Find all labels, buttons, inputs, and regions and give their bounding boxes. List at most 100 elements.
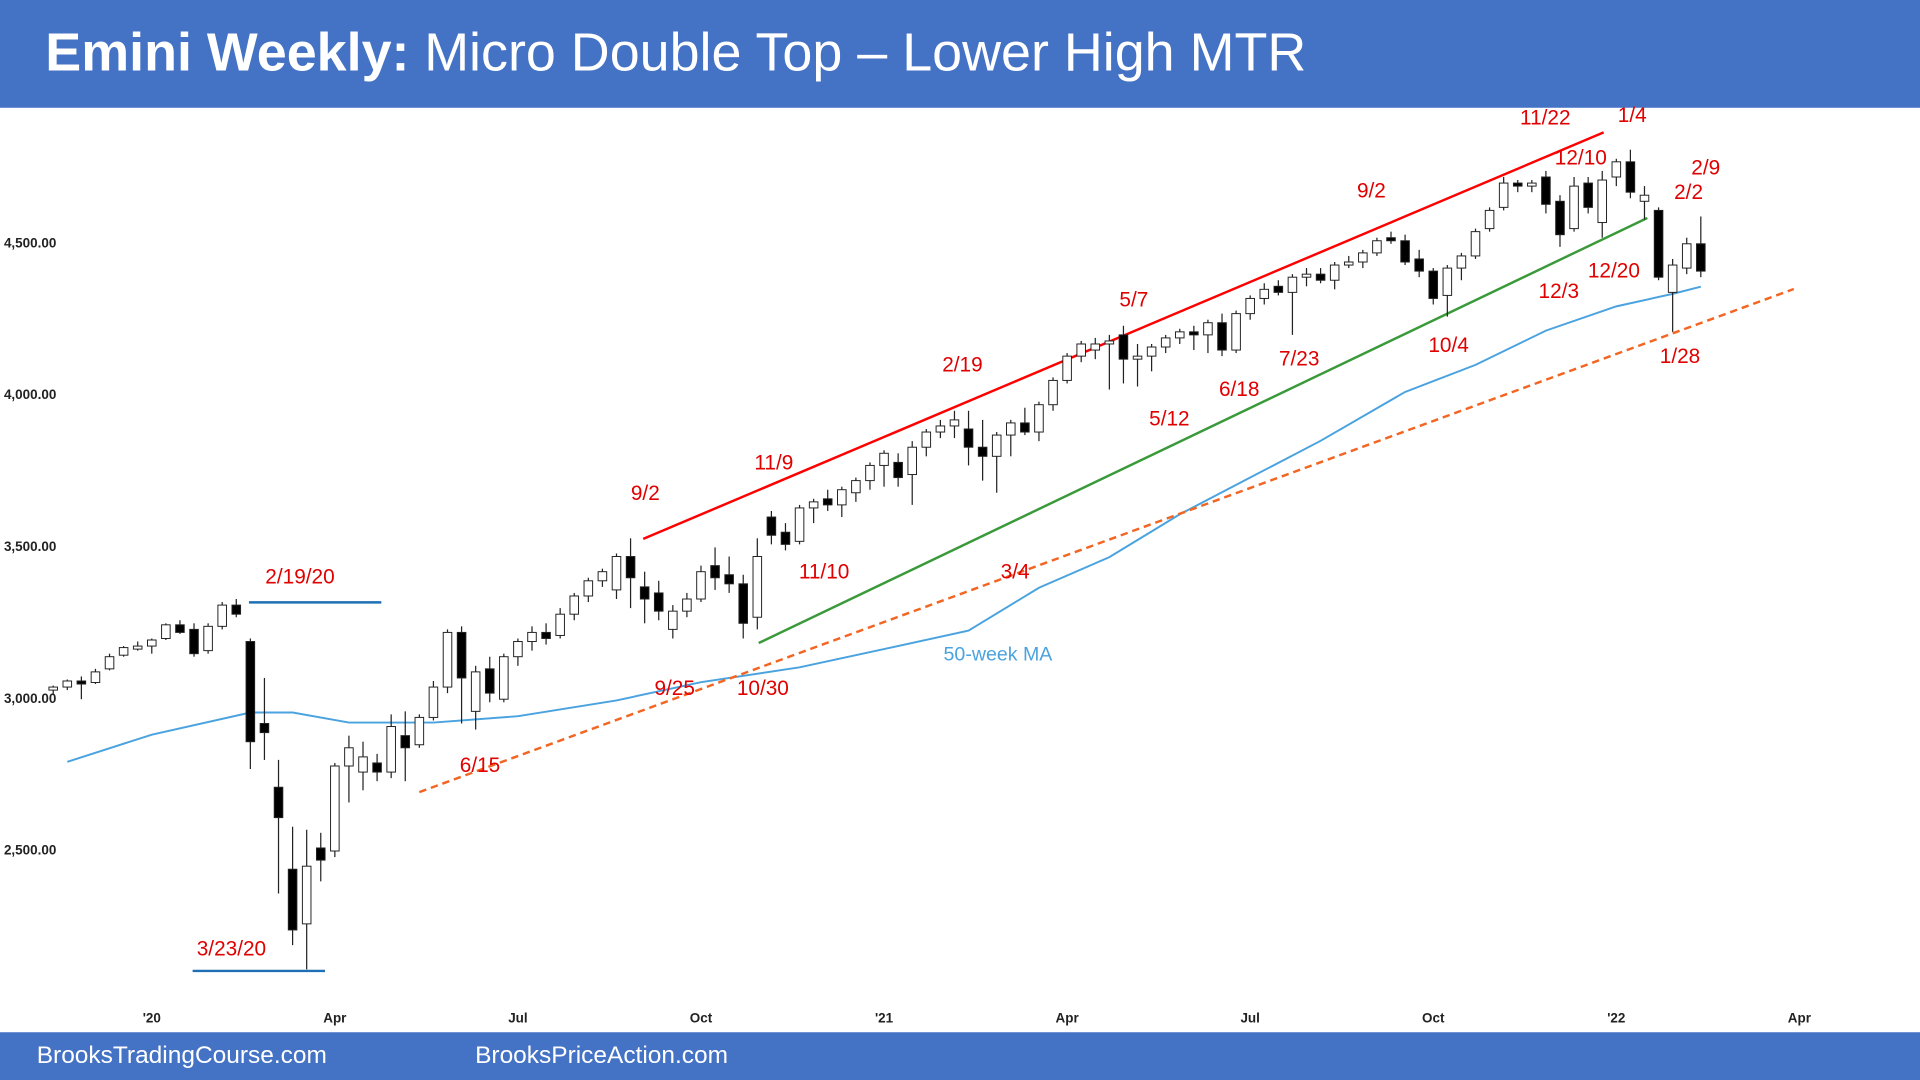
candle-body [484, 668, 495, 694]
candle-body [330, 765, 340, 852]
candle-body [287, 868, 298, 931]
trend-line [758, 216, 1648, 645]
candle-body [231, 604, 242, 615]
annotation: 11/22 [1520, 106, 1571, 129]
candle-body [456, 631, 467, 679]
footer-link: BrooksTradingCourse.com [37, 1042, 327, 1069]
header-band [0, 0, 1920, 108]
chart-title: Emini Weekly: Micro Double Top – Lower Hi… [45, 23, 1306, 83]
candle-body [935, 425, 946, 433]
annotation: 1/28 [1660, 345, 1700, 368]
candle-body [724, 574, 734, 585]
y-tick-label: 3,000.00 [4, 691, 56, 706]
annotation: 12/20 [1588, 259, 1640, 282]
candle-body [1076, 343, 1086, 357]
candle-body [837, 489, 847, 506]
y-tick-label: 3,500.00 [4, 539, 56, 554]
x-tick-label: Jul [508, 1010, 527, 1025]
ma-label: 50-week MA [944, 643, 1054, 665]
x-tick-label: Oct [690, 1010, 713, 1025]
candle-body [541, 631, 551, 639]
candle-body [907, 446, 917, 476]
candle-body [1062, 355, 1072, 381]
candle-body [1414, 258, 1424, 272]
candle-body [147, 639, 157, 647]
candle-body [161, 624, 171, 639]
trend-line [418, 287, 1795, 794]
candle-body [90, 671, 101, 683]
x-tick-label: Apr [323, 1010, 347, 1025]
candle-body [569, 595, 580, 615]
candle-body [217, 604, 227, 627]
annotation: 3/23/20 [197, 938, 266, 961]
annotation: 9/2 [631, 482, 660, 505]
annotation: 2/2 [1674, 181, 1703, 204]
candle-body [921, 431, 932, 448]
candle-body [1653, 209, 1664, 278]
candle-body [189, 628, 199, 655]
candle-body [1315, 273, 1326, 281]
candle-body [1189, 331, 1199, 336]
annotation: 12/10 [1555, 147, 1607, 170]
candle-body [414, 716, 425, 746]
candle-body [1372, 240, 1382, 254]
candle-body [1428, 270, 1439, 299]
annotation: 6/18 [1219, 378, 1259, 401]
annotation: 9/2 [1357, 180, 1386, 203]
candle-body [977, 446, 988, 457]
candle-body [1555, 200, 1565, 236]
annotation: 9/25 [654, 677, 694, 700]
candle-body [865, 464, 875, 482]
candle-body [527, 631, 537, 643]
candle-body [639, 586, 650, 600]
candle-body [76, 680, 87, 685]
candle-body [358, 756, 368, 773]
candle-body [879, 452, 889, 466]
annotation: 2/19/20 [265, 565, 334, 588]
candle-body [400, 735, 411, 749]
y-tick-label: 4,500.00 [4, 235, 56, 250]
candle-body [1090, 343, 1101, 351]
candle-body [752, 556, 763, 618]
candle-body [1273, 285, 1284, 293]
candle-body [780, 531, 791, 545]
candle-body [1245, 297, 1255, 315]
candle-body [710, 565, 720, 579]
footer-link: BrooksPriceAction.com [475, 1042, 728, 1069]
candle-body [1611, 161, 1622, 178]
candle-body [104, 656, 115, 670]
annotation: 7/23 [1279, 348, 1319, 371]
candle-body [1442, 267, 1453, 296]
candle-body [1259, 288, 1270, 299]
candle-body [1358, 252, 1368, 263]
candle-body [259, 723, 270, 734]
candle-body [175, 624, 185, 633]
candle-body [62, 680, 73, 688]
candle-body [1470, 231, 1481, 257]
candle-body [499, 656, 509, 700]
candle-body [118, 647, 129, 656]
candle-body [555, 613, 565, 636]
candle-body [513, 641, 523, 658]
candle-body [372, 762, 382, 773]
candle-body [1104, 340, 1115, 345]
x-tick-label: Apr [1056, 1010, 1080, 1025]
candle-body [301, 865, 312, 925]
title-prefix: Emini Weekly: [45, 23, 409, 83]
annotation: 2/19 [942, 354, 982, 377]
annotation: 5/7 [1119, 289, 1148, 312]
y-tick-label: 4,000.00 [4, 387, 56, 402]
candle-body [245, 641, 256, 743]
x-tick-label: Apr [1788, 1010, 1812, 1025]
candle-body [1343, 261, 1354, 266]
candle-body [851, 480, 861, 494]
candle-body [428, 686, 439, 718]
y-tick-label: 2,500.00 [4, 843, 56, 858]
candle-body [668, 610, 678, 630]
candle-body [1667, 264, 1678, 293]
candle-body [1498, 182, 1509, 208]
candle-body [344, 747, 354, 767]
candle-body [1400, 240, 1410, 263]
annotation: 2/9 [1691, 156, 1720, 179]
